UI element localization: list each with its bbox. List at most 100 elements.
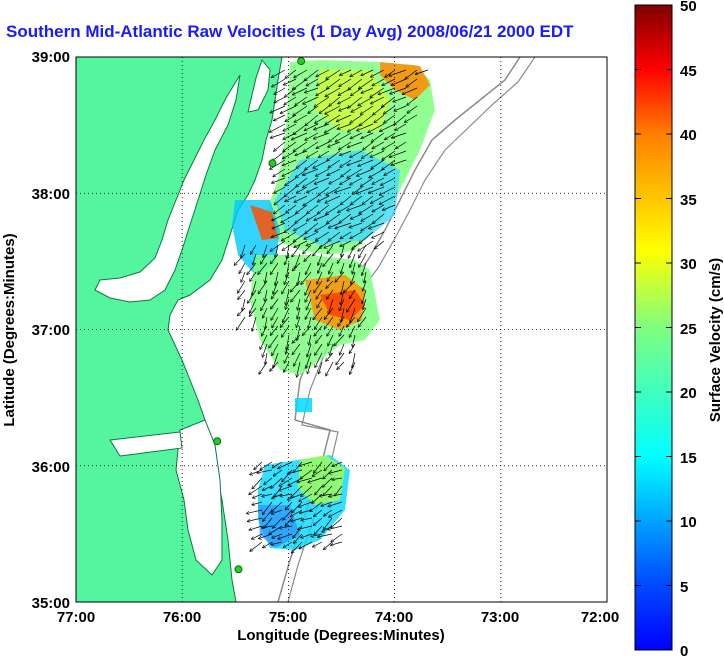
velocity-arrow <box>316 87 330 96</box>
x-tick-label: 77:00 <box>57 609 95 626</box>
velocity-arrow <box>296 177 308 187</box>
velocity-arrow <box>326 204 341 214</box>
velocity-arrow <box>318 195 330 202</box>
radar-stations <box>213 57 306 574</box>
velocity-arrow <box>361 87 374 93</box>
velocity-arrow <box>325 123 341 133</box>
velocity-arrow <box>341 262 345 273</box>
velocity-arrow <box>249 525 263 530</box>
velocity-arrow <box>316 231 330 240</box>
velocity-arrow <box>416 69 429 74</box>
velocity-arrow <box>350 132 363 139</box>
velocity-arrow <box>274 195 286 205</box>
velocity-arrow <box>384 105 396 114</box>
velocity-arrow <box>348 244 356 258</box>
x-tick-label: 74:00 <box>375 609 413 626</box>
velocity-arrow <box>293 141 308 151</box>
velocity-arrow <box>311 533 323 537</box>
velocity-arrow <box>236 316 246 330</box>
radar-station-marker <box>213 437 222 446</box>
x-tick-label: 73:00 <box>481 609 519 626</box>
velocity-arrow <box>271 289 279 299</box>
velocity-arrow <box>358 316 367 327</box>
velocity-arrow <box>272 177 286 183</box>
velocity-arrow <box>306 78 319 86</box>
velocity-arrow <box>307 204 319 213</box>
velocity-arrow <box>295 213 308 223</box>
velocity-arrow <box>252 501 263 505</box>
velocity-arrow <box>347 316 356 327</box>
velocity-arrow <box>351 271 356 284</box>
velocity-arrow <box>319 150 330 157</box>
velocity-arrow <box>272 78 286 87</box>
velocity-arrow <box>361 213 374 221</box>
velocity-arrow <box>362 289 367 303</box>
velocity-arrow <box>271 501 283 512</box>
velocity-arrow <box>357 123 374 131</box>
velocity-arrow <box>328 222 341 228</box>
velocity-arrow <box>348 141 363 147</box>
velocity-arrow <box>249 307 257 316</box>
velocity-arrow <box>338 316 345 326</box>
velocity-arrow <box>283 307 290 322</box>
velocity-arrow <box>384 114 396 123</box>
velocity-arrow <box>279 477 293 486</box>
velocity-arrow <box>362 150 374 158</box>
velocity-arrow <box>326 186 341 195</box>
velocity-arrow <box>294 69 308 78</box>
velocity-arrow <box>285 195 297 201</box>
velocity-arrow <box>250 244 257 254</box>
velocity-arrow <box>331 517 343 528</box>
velocity-arrow <box>371 195 385 203</box>
y-tick-label: 38:00 <box>32 186 70 203</box>
velocity-arrow <box>374 114 385 123</box>
velocity-arrow <box>341 307 345 322</box>
colorbar-tick-label: 5 <box>680 579 688 596</box>
velocity-arrow <box>303 96 319 104</box>
velocity-arrow <box>326 280 334 288</box>
velocity-arrow <box>351 213 363 219</box>
velocity-arrow <box>335 271 345 282</box>
velocity-arrow <box>257 469 273 473</box>
velocity-arrow <box>297 186 308 193</box>
velocity-arrow <box>339 78 352 86</box>
velocity-arrow <box>371 96 385 104</box>
velocity-arrow <box>314 213 330 220</box>
colorbar-tick-label: 20 <box>680 385 697 402</box>
velocity-arrow <box>340 69 352 75</box>
velocity-arrow <box>340 343 345 355</box>
velocity-arrow <box>340 240 352 246</box>
velocity-arrow <box>241 271 246 282</box>
x-tick-label: 76:00 <box>163 609 201 626</box>
velocity-arrow <box>272 150 286 161</box>
velocity-arrow <box>271 231 286 237</box>
velocity-arrow <box>339 325 345 336</box>
velocity-arrow <box>329 177 341 184</box>
velocity-arrow <box>297 307 301 319</box>
colorbar-title: Surface Velocity (cm/s) <box>707 258 724 422</box>
delaware-bay <box>247 58 271 113</box>
velocity-arrow <box>327 150 341 161</box>
velocity-arrow <box>264 477 273 484</box>
velocity-arrow <box>279 485 293 491</box>
velocity-arrow <box>373 105 385 115</box>
velocity-arrow <box>294 195 308 202</box>
velocity-arrow <box>271 325 279 335</box>
velocity-arrow <box>275 271 279 285</box>
velocity-arrow <box>253 493 263 498</box>
velocity-arrow <box>338 96 352 104</box>
velocity-arrow <box>272 69 286 77</box>
velocity-arrow <box>292 501 303 513</box>
velocity-arrow <box>282 168 297 176</box>
velocity-arrow <box>363 141 374 150</box>
velocity-arrow <box>339 141 352 150</box>
velocity-arrow <box>359 78 374 89</box>
velocity-arrow <box>405 69 418 79</box>
velocity-arrow <box>285 177 297 186</box>
velocity-arrow <box>371 159 385 169</box>
velocity-arrow <box>383 204 396 210</box>
velocity-arrow <box>270 123 286 132</box>
velocity-arrow <box>320 493 333 496</box>
velocity-arrow <box>262 325 268 336</box>
velocity-arrow <box>316 69 330 77</box>
